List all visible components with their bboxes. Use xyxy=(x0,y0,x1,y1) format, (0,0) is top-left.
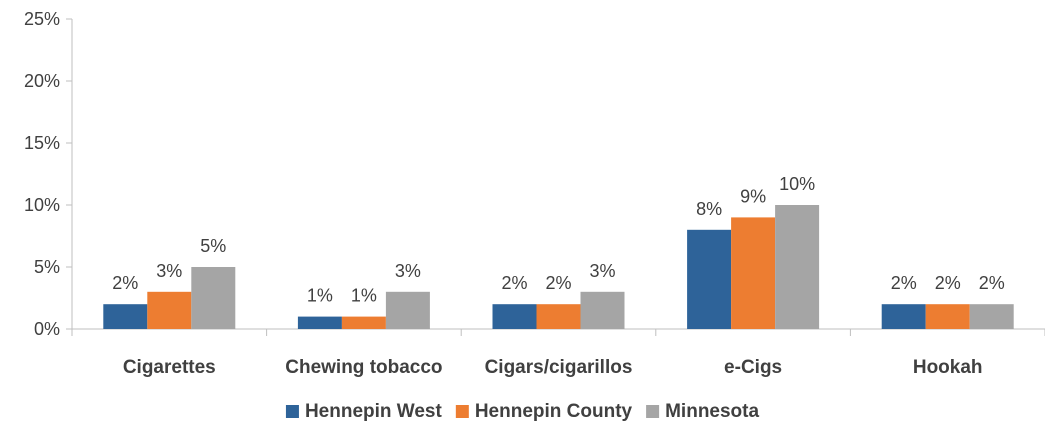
bar xyxy=(147,291,192,329)
bars xyxy=(103,205,1014,329)
y-tick-label: 0% xyxy=(34,319,60,339)
bar xyxy=(969,304,1014,329)
y-tick-label: 10% xyxy=(24,195,60,215)
bar xyxy=(731,217,776,329)
bar-value-label: 1% xyxy=(351,286,377,306)
bar-value-label: 2% xyxy=(891,273,917,293)
bar xyxy=(687,229,732,329)
bar xyxy=(103,304,148,329)
bar-value-label: 3% xyxy=(156,261,182,281)
bar-value-label: 3% xyxy=(589,261,615,281)
legend-swatch xyxy=(646,405,660,418)
bar xyxy=(580,291,625,329)
bar xyxy=(925,304,970,329)
legend-swatch xyxy=(285,405,299,418)
bar xyxy=(385,291,430,329)
bar xyxy=(881,304,926,329)
legend-label: Hennepin County xyxy=(475,401,633,422)
bar-value-label: 5% xyxy=(200,236,226,256)
x-category-label: Chewing tobacco xyxy=(285,357,442,378)
legend-label: Hennepin West xyxy=(305,401,443,422)
y-tick-label: 5% xyxy=(34,257,60,277)
bar-value-label: 1% xyxy=(307,286,333,306)
x-category-label: Cigarettes xyxy=(123,357,216,378)
legend: Hennepin West Hennepin County Minnesota xyxy=(285,401,759,422)
bar-value-label: 3% xyxy=(395,261,421,281)
bar-value-label: 2% xyxy=(501,273,527,293)
y-tick-label: 25% xyxy=(24,9,60,29)
y-axis: 0% 5% 10% 15% 20% 25% xyxy=(24,9,73,339)
y-tick-label: 15% xyxy=(24,133,60,153)
bar xyxy=(341,316,386,329)
bar-value-label: 2% xyxy=(979,273,1005,293)
bar-value-label: 10% xyxy=(779,174,815,194)
bar xyxy=(191,267,236,329)
bar-value-label: 2% xyxy=(545,273,571,293)
legend-swatch xyxy=(455,405,469,418)
y-tick-label: 20% xyxy=(24,71,60,91)
bar xyxy=(775,205,820,329)
bar xyxy=(492,304,537,329)
bar-value-label: 9% xyxy=(740,186,766,206)
data-labels: 2% 3% 5% 1% 1% 3% 2% 2% 3% 8% 9% 10% 2% 2% 2% xyxy=(112,174,1004,306)
x-category-label: Hookah xyxy=(913,357,983,378)
x-category-label: Cigars/cigarillos xyxy=(485,357,633,378)
legend-label: Minnesota xyxy=(665,401,759,422)
x-category-label: e-Cigs xyxy=(724,357,782,378)
bar-value-label: 2% xyxy=(935,273,961,293)
x-axis: Cigarettes Chewing tobacco Cigars/cigarill… xyxy=(71,328,1045,378)
bar xyxy=(297,316,342,329)
bar xyxy=(536,304,581,329)
bar-value-label: 2% xyxy=(112,273,138,293)
bar-value-label: 8% xyxy=(696,199,722,219)
